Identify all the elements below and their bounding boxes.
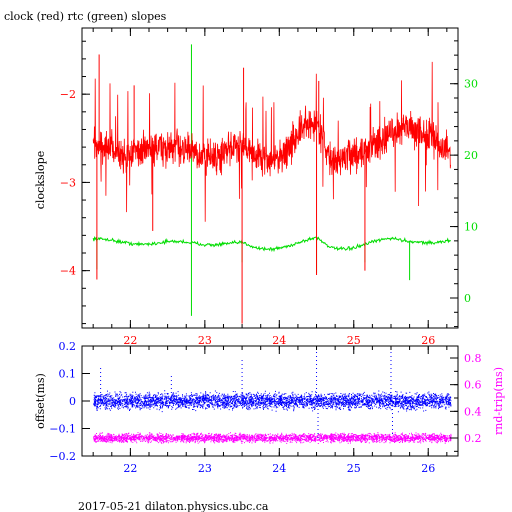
offsets-xtick-label: 26: [421, 462, 435, 475]
offset-points: [93, 390, 452, 413]
offsets-ytick-label: 0.2: [59, 340, 77, 353]
offsets-panel: 22 23 24 25 26 0.2 0.1 0 −0.1 −0.2 0.8 0.6 0.4 0.2 of…: [34, 340, 505, 475]
offsets-xtick-label: 23: [198, 462, 212, 475]
offsets-ytick-label: −0.1: [49, 423, 76, 436]
offsets-data: [93, 348, 452, 444]
offsets-y2tick-label: 0.8: [464, 352, 482, 365]
offsets-ylabel: offset(ms): [34, 373, 47, 429]
slopes-xtick-label: 22: [123, 334, 137, 347]
offsets-ytick-label: −0.2: [49, 450, 76, 463]
rndtrip-points: [93, 432, 452, 444]
offsets-axes: 22 23 24 25 26 0.2 0.1 0 −0.1 −0.2 0.8 0.6 0.4 0.2: [49, 340, 481, 475]
rtc-slope-line: [92, 235, 451, 253]
slopes-xtick-label: 24: [272, 334, 286, 347]
slopes-xtick-label: 26: [421, 334, 435, 347]
slopes-plot-frame: [81, 27, 459, 329]
slopes-axes: 22 23 24 25 26 −2 −3 −4 0 10 20 30: [60, 28, 478, 347]
slopes-y2tick-label: 0: [464, 292, 471, 305]
clock-slope-line: [92, 61, 451, 222]
offsets-ytick-label: 0: [69, 395, 76, 408]
offsets-ytick-label: 0.1: [59, 368, 77, 381]
offsets-xtick-label: 25: [347, 462, 361, 475]
slopes-ytick-label: −4: [60, 265, 76, 278]
slopes-xtick-label: 25: [347, 334, 361, 347]
slopes-y2tick-label: 30: [464, 78, 478, 91]
slopes-y2tick-label: 10: [464, 221, 478, 234]
slopes-y2tick-label: 20: [464, 149, 478, 162]
slopes-panel: 22 23 24 25 26 −2 −3 −4 0 10 20 30 clockslope: [34, 27, 478, 347]
footer-text: 2017-05-21 dilaton.physics.ubc.ca: [78, 500, 269, 512]
rndtrip-ylabel: rnd-trip(ms): [492, 367, 505, 435]
slopes-ylabel: clockslope: [34, 151, 47, 209]
offsets-y2tick-label: 0.2: [464, 432, 482, 445]
slopes-ytick-label: −3: [60, 176, 76, 189]
offsets-y2tick-label: 0.4: [464, 405, 482, 418]
offsets-xtick-label: 24: [272, 462, 286, 475]
slopes-data: [92, 44, 451, 324]
chart-title: clock (red) rtc (green) slopes: [4, 10, 167, 23]
offsets-xtick-label: 22: [123, 462, 137, 475]
slopes-xtick-label: 23: [198, 334, 212, 347]
offsets-y2tick-label: 0.6: [464, 379, 482, 392]
slopes-ytick-label: −2: [60, 88, 76, 101]
